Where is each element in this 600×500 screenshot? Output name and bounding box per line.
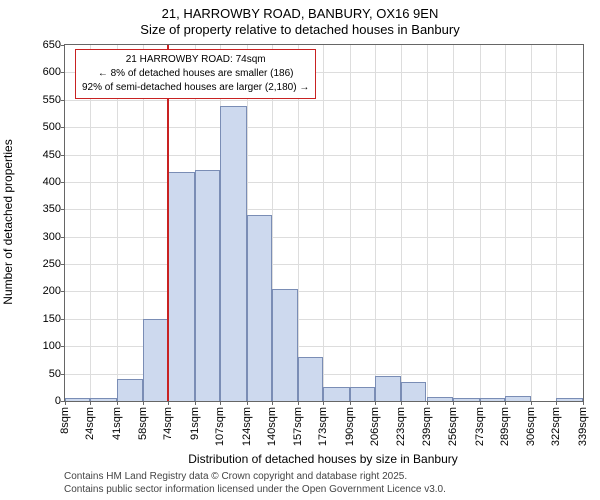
xtick-label: 223sqm (395, 407, 407, 446)
xtick-label: 273sqm (474, 407, 486, 446)
gridline-v (350, 45, 351, 401)
ytick-mark (61, 264, 65, 265)
histogram-bar (65, 398, 90, 401)
ytick-mark (61, 182, 65, 183)
xtick-mark (350, 401, 351, 405)
gridline-v (480, 45, 481, 401)
xtick-mark (583, 401, 584, 405)
histogram-bar (298, 357, 323, 401)
gridline-v (556, 45, 557, 401)
histogram-bar (247, 215, 272, 401)
xtick-label: 306sqm (525, 407, 537, 446)
xtick-mark (531, 401, 532, 405)
ytick-mark (61, 155, 65, 156)
gridline-v (505, 45, 506, 401)
histogram-bar (453, 398, 480, 401)
ytick-mark (61, 291, 65, 292)
gridline-v (401, 45, 402, 401)
xtick-label: 74sqm (162, 407, 174, 440)
annotation-line-1: 21 HARROWBY ROAD: 74sqm (82, 53, 309, 67)
gridline-v (531, 45, 532, 401)
histogram-bar (427, 397, 454, 401)
chart-subtitle: Size of property relative to detached ho… (0, 22, 600, 37)
property-annotation: 21 HARROWBY ROAD: 74sqm← 8% of detached … (75, 49, 316, 99)
chart-title: 21, HARROWBY ROAD, BANBURY, OX16 9EN (0, 6, 600, 21)
annotation-line-2: ← 8% of detached houses are smaller (186… (82, 67, 309, 81)
xtick-mark (143, 401, 144, 405)
xtick-mark (90, 401, 91, 405)
xtick-mark (65, 401, 66, 405)
xtick-label: 24sqm (84, 407, 96, 440)
xtick-mark (556, 401, 557, 405)
xtick-label: 140sqm (266, 407, 278, 446)
chart-footer: Contains HM Land Registry data © Crown c… (64, 470, 446, 496)
xtick-mark (323, 401, 324, 405)
xtick-mark (220, 401, 221, 405)
xtick-label: 107sqm (214, 407, 226, 446)
x-axis-label: Distribution of detached houses by size … (64, 452, 582, 466)
xtick-label: 289sqm (499, 407, 511, 446)
xtick-label: 256sqm (447, 407, 459, 446)
xtick-mark (247, 401, 248, 405)
histogram-bar (220, 106, 247, 401)
ytick-mark (61, 374, 65, 375)
ytick-mark (61, 209, 65, 210)
xtick-mark (375, 401, 376, 405)
histogram-bar (375, 376, 402, 401)
gridline-v (427, 45, 428, 401)
xtick-label: 206sqm (369, 407, 381, 446)
xtick-label: 157sqm (292, 407, 304, 446)
xtick-mark (480, 401, 481, 405)
ytick-mark (61, 72, 65, 73)
histogram-bar (168, 172, 195, 401)
gridline-v (375, 45, 376, 401)
xtick-mark (505, 401, 506, 405)
property-size-chart: 21, HARROWBY ROAD, BANBURY, OX16 9EN Siz… (0, 0, 600, 500)
xtick-label: 322sqm (550, 407, 562, 446)
xtick-mark (298, 401, 299, 405)
histogram-bar (272, 289, 299, 401)
histogram-bar (556, 398, 583, 401)
ytick-mark (61, 319, 65, 320)
ytick-mark (61, 127, 65, 128)
ytick-mark (61, 346, 65, 347)
histogram-bar (195, 170, 220, 401)
histogram-bar (117, 379, 144, 401)
plot-area: 0501001502002503003504004505005506006508… (64, 44, 584, 402)
histogram-bar (143, 319, 168, 401)
histogram-bar (350, 387, 375, 401)
xtick-label: 41sqm (111, 407, 123, 440)
annotation-line-3: 92% of semi-detached houses are larger (… (82, 81, 309, 95)
xtick-mark (168, 401, 169, 405)
xtick-label: 91sqm (189, 407, 201, 440)
footer-line-2: Contains public sector information licen… (64, 483, 446, 496)
xtick-label: 339sqm (577, 407, 589, 446)
xtick-label: 58sqm (137, 407, 149, 440)
xtick-mark (453, 401, 454, 405)
histogram-bar (323, 387, 350, 401)
xtick-mark (401, 401, 402, 405)
y-axis-label: Number of detached properties (1, 139, 15, 304)
xtick-mark (117, 401, 118, 405)
xtick-mark (272, 401, 273, 405)
ytick-mark (61, 100, 65, 101)
histogram-bar (480, 398, 505, 401)
xtick-label: 190sqm (344, 407, 356, 446)
xtick-mark (195, 401, 196, 405)
xtick-label: 8sqm (59, 407, 71, 434)
xtick-label: 239sqm (421, 407, 433, 446)
histogram-bar (90, 398, 117, 401)
gridline-v (323, 45, 324, 401)
xtick-label: 124sqm (241, 407, 253, 446)
gridline-v (453, 45, 454, 401)
ytick-mark (61, 237, 65, 238)
histogram-bar (505, 396, 532, 401)
ytick-mark (61, 45, 65, 46)
xtick-mark (427, 401, 428, 405)
xtick-label: 173sqm (317, 407, 329, 446)
histogram-bar (401, 382, 426, 401)
footer-line-1: Contains HM Land Registry data © Crown c… (64, 470, 446, 483)
